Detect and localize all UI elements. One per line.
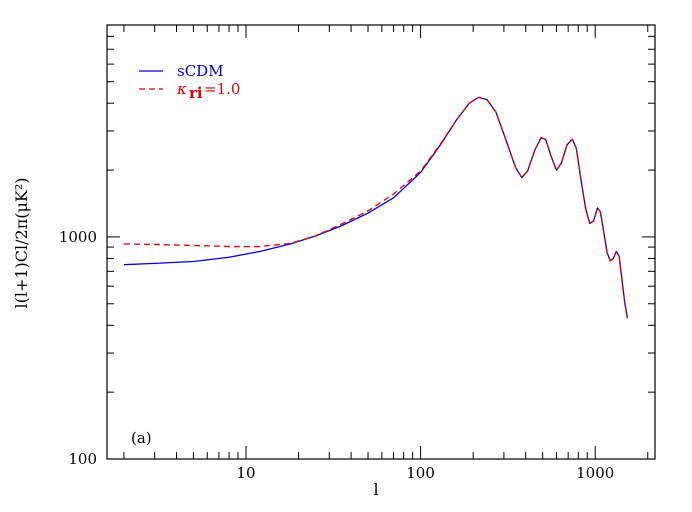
x-tick-label: 10 [236,464,255,482]
series-layer [123,96,629,319]
series-kappa-line [123,96,629,319]
legend-label-scdm: sCDM [177,62,224,80]
y-tick-labels: 100 1000 [59,228,97,468]
x-tick-label: 100 [406,464,435,482]
minor-ticks [107,24,655,459]
legend-kappa-value: =1.0 [204,80,240,98]
x-tick-label: 1000 [576,464,614,482]
x-axis-label: l [373,480,378,499]
legend-label-kappa: κ [176,80,187,98]
major-ticks [107,25,655,460]
x-tick-labels: 10 100 1000 [236,464,614,482]
y-tick-label: 1000 [59,228,97,246]
legend-kappa-subscript: ri [189,84,203,102]
legend: sCDM κ ri =1.0 [139,62,240,102]
y-tick-label: 100 [68,450,97,468]
panel-label: (a) [131,429,152,447]
series-scdm-line [123,96,629,319]
legend-kappa-symbol: κ [176,80,187,98]
plot-frame [106,24,656,460]
y-axis-label: l(l+1)Cl/2π(μK²) [12,178,31,309]
